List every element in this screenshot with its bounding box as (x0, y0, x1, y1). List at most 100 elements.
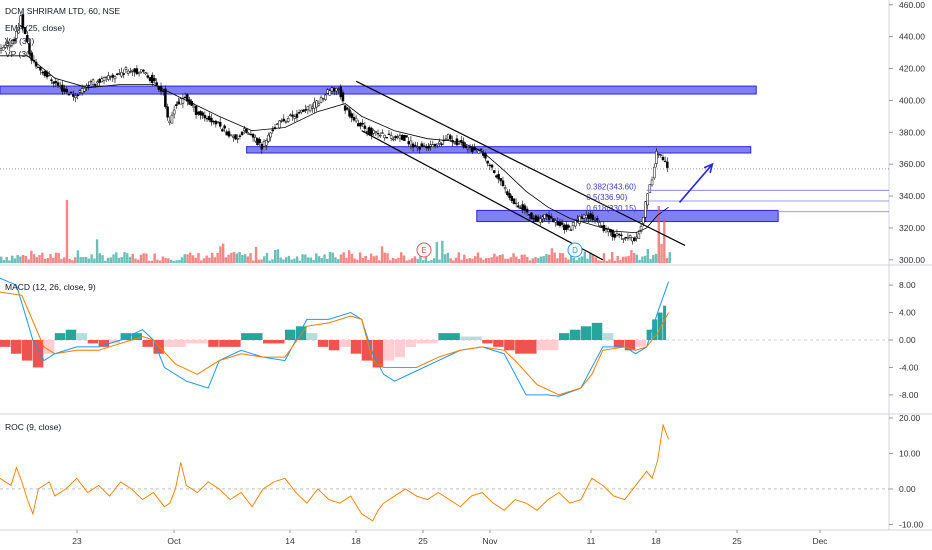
volume-bar (389, 260, 392, 263)
volume-bar (520, 254, 523, 263)
price-zone[interactable] (0, 85, 757, 95)
candle-body (387, 133, 391, 136)
volume-bar (419, 255, 422, 263)
macd-tick-label: 4.00 (899, 308, 916, 318)
volume-bar (27, 259, 30, 263)
legend-vp[interactable]: VP (30) (5, 49, 34, 59)
candle-body (161, 90, 165, 92)
volume-bar (591, 254, 595, 263)
volume-bar (506, 258, 510, 263)
candle-body (552, 218, 555, 223)
macd-histogram-bar (98, 340, 110, 347)
candle-body (405, 135, 408, 138)
macd-histogram-bar (186, 340, 208, 344)
candle-body (655, 150, 658, 164)
volume-bar (104, 260, 107, 263)
candle-body (468, 146, 472, 148)
volume-bar (54, 252, 58, 263)
macd-pane-label[interactable]: MACD (12, 26, close, 9) (5, 282, 96, 292)
volume-bar (569, 255, 573, 263)
macd-histogram-bar (624, 340, 636, 351)
candle-body (170, 114, 174, 124)
volume-bar (13, 258, 17, 263)
macd-histogram-bar (317, 340, 329, 347)
candle-body (593, 219, 597, 221)
earnings-marker[interactable]: E (416, 242, 432, 258)
candle-body (295, 113, 299, 118)
volume-bar (358, 252, 362, 263)
price-zone[interactable] (476, 209, 779, 223)
volume-bar (317, 256, 321, 263)
macd-histogram-bar (416, 340, 438, 344)
candle-body (308, 104, 312, 112)
macd-histogram-bar (537, 340, 559, 351)
volume-bar (109, 257, 112, 263)
candle-body (521, 204, 524, 210)
candle-body (111, 74, 115, 78)
macd-histogram-bar (263, 340, 285, 344)
candle-body (506, 191, 509, 195)
volume-bar (372, 256, 376, 263)
candle-body (582, 214, 586, 219)
volume-bar (254, 246, 258, 263)
volume-bar (156, 259, 159, 263)
volume-bar (526, 256, 529, 263)
time-tick-label: Dec (812, 536, 828, 546)
volume-bar (586, 258, 589, 263)
macd-tick-label: 8.00 (899, 280, 916, 290)
volume-bar (528, 260, 532, 263)
volume-bar (205, 255, 208, 263)
volume-bar (41, 252, 44, 263)
volume-bar (361, 257, 365, 263)
candle-body (12, 39, 16, 42)
candle-body (563, 224, 566, 231)
macd-histogram-bar (153, 340, 164, 354)
volume-bar (602, 253, 606, 263)
time-tick-label: 25 (418, 536, 428, 546)
candle-body (302, 109, 305, 112)
volume-bar (347, 250, 351, 263)
candle-body (409, 140, 413, 146)
candle-body (534, 215, 538, 222)
macd-histogram-bar (438, 333, 460, 340)
volume-bar (263, 256, 266, 263)
candle-body (337, 88, 340, 91)
volume-bar (16, 255, 19, 263)
candle-body (554, 220, 557, 223)
candle-body (1, 47, 5, 51)
candle-body (578, 216, 581, 224)
macd-histogram-bar (504, 340, 515, 351)
macd-histogram-bar (0, 340, 11, 347)
candle-body (431, 144, 435, 148)
drawing-tools[interactable]: 0.382(343.60) 0.5(336.90) 0.618(330.15) (355, 80, 889, 261)
candle-body (611, 229, 614, 237)
volume-bar (306, 257, 310, 263)
volume-bar (328, 252, 332, 263)
candle-body (291, 114, 294, 117)
candle-body (422, 145, 426, 147)
candle-body (477, 150, 481, 154)
candle-body (339, 86, 343, 98)
candle-body (10, 40, 14, 46)
volume-bar (10, 255, 14, 263)
legend-ema[interactable]: EMA (25, close) (5, 23, 65, 33)
volume-bar (531, 258, 534, 263)
volume-bar (342, 252, 345, 263)
candle-body (140, 69, 143, 73)
legend-vol[interactable]: Vol (30) (5, 36, 34, 46)
volume-bar (106, 257, 110, 263)
dividend-marker[interactable]: D (567, 242, 583, 258)
volume-bar (337, 259, 340, 263)
candle-body (530, 212, 533, 220)
roc-pane-label[interactable]: ROC (9, close) (5, 422, 61, 432)
chart-title: DCM SHRIRAM LTD, 60, NSE (5, 6, 120, 16)
volume-bar (550, 248, 554, 263)
candle-body (631, 236, 634, 242)
volume-bar (424, 256, 428, 263)
candle-body (203, 115, 207, 119)
volume-bar (600, 260, 603, 263)
volume-bar (498, 254, 502, 263)
volume-bar (668, 252, 671, 263)
candle-body (598, 222, 601, 226)
